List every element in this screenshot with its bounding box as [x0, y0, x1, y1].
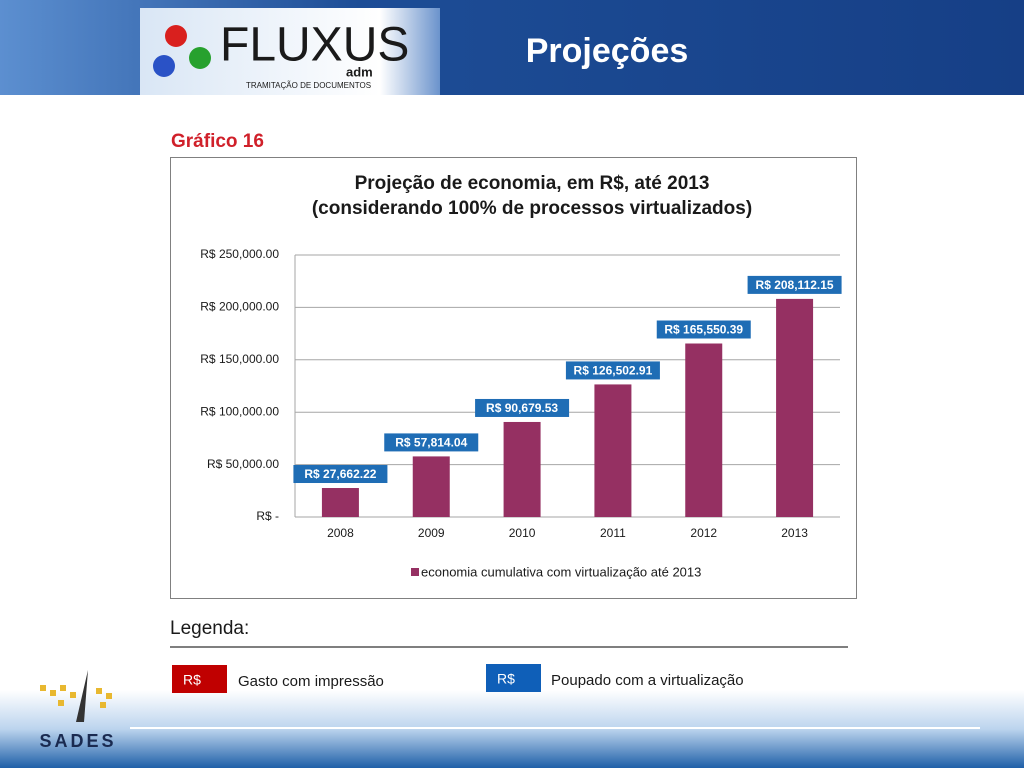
legend-key-text: R$	[497, 671, 515, 687]
legend-label: economia cumulativa com virtualização at…	[421, 564, 701, 579]
legend-swatch	[411, 568, 419, 576]
bar	[594, 384, 632, 517]
logo-dot	[153, 55, 175, 77]
x-tick-label: 2013	[781, 526, 808, 540]
value-label-box	[565, 361, 660, 380]
bar	[412, 456, 450, 517]
legend-section-title: Legenda:	[170, 618, 249, 639]
value-label: R$ 90,679.53	[486, 401, 558, 415]
bar	[776, 298, 814, 517]
bar	[503, 421, 541, 517]
value-label: R$ 126,502.91	[574, 364, 653, 378]
y-tick-label: R$ 50,000.00	[207, 457, 279, 471]
bar	[685, 343, 723, 517]
chart-title: Projeção de economia, em R$, até 2013	[355, 173, 710, 194]
value-label: R$ 165,550.39	[664, 323, 743, 337]
bar	[321, 488, 359, 517]
value-label-box	[475, 398, 570, 417]
x-tick-label: 2010	[509, 526, 536, 540]
value-label-box	[656, 320, 751, 339]
logo-dot	[189, 47, 211, 69]
legend-key-label: Gasto com impressão	[238, 673, 384, 690]
y-tick-label: R$ -	[256, 509, 279, 523]
y-tick-label: R$ 100,000.00	[200, 404, 279, 418]
page-title: Projeções	[526, 32, 689, 70]
y-tick-label: R$ 150,000.00	[200, 352, 279, 366]
y-tick-label: R$ 200,000.00	[200, 300, 279, 314]
value-label: R$ 57,814.04	[395, 436, 467, 450]
legend-key-text: R$	[183, 672, 201, 688]
x-tick-label: 2012	[690, 526, 717, 540]
logo-panel	[140, 8, 440, 95]
value-label: R$ 208,112.15	[756, 278, 834, 292]
footer-logo-text: SADES	[39, 731, 116, 751]
x-tick-label: 2009	[418, 526, 445, 540]
x-tick-label: 2011	[600, 526, 626, 540]
legend-key-label: Poupado com a virtualização	[551, 672, 744, 689]
chart-frame	[170, 157, 857, 599]
value-label-box	[293, 465, 388, 484]
y-tick-label: R$ 250,000.00	[200, 247, 279, 261]
logo-tagline: TRAMITAÇÃO DE DOCUMENTOS	[246, 81, 371, 90]
logo-dot	[165, 25, 187, 47]
logo-sub: adm	[346, 64, 373, 79]
value-label-box	[384, 433, 479, 452]
chart-subtitle: (considerando 100% de processos virtuali…	[312, 198, 752, 219]
value-label: R$ 27,662.22	[304, 467, 376, 481]
section-title: Gráfico 16	[171, 131, 264, 152]
x-tick-label: 2008	[327, 526, 354, 540]
legend-key	[172, 665, 227, 693]
footer-logo-dots	[40, 685, 112, 708]
legend-key	[486, 664, 541, 692]
footer-logo-sail	[76, 670, 88, 722]
logo-text: FLUXUS	[220, 19, 409, 72]
value-label-box	[747, 275, 842, 294]
